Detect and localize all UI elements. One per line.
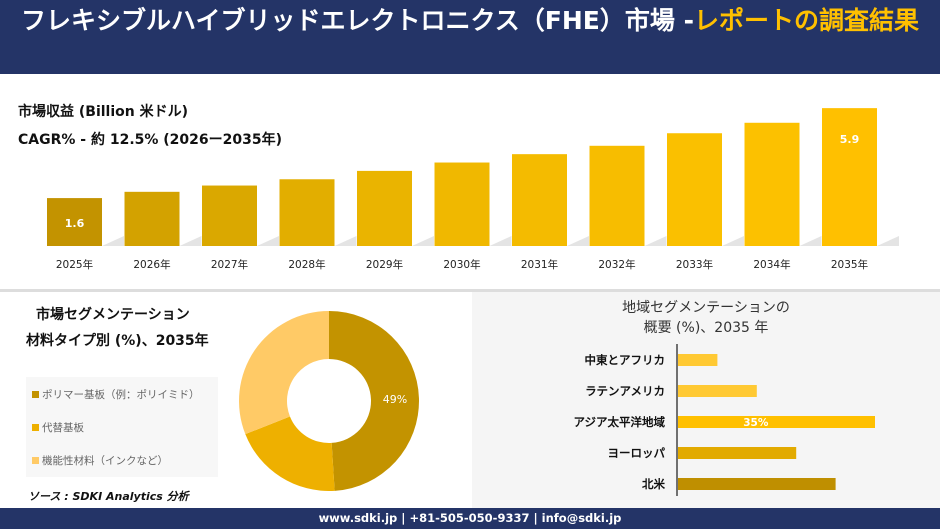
bar-shadow	[102, 236, 124, 246]
bar-data-label: 1.6	[65, 217, 85, 230]
revenue-bar	[512, 154, 567, 246]
bar-shadow	[799, 236, 822, 246]
material-segment-panel: 市場セグメンテーション 材料タイプ別 (%)、2035年 ポリマー基板（例：ポリ…	[0, 292, 470, 508]
legend-swatch	[32, 457, 39, 464]
donut-legend: ポリマー基板（例：ポリイミド） 代替基板機能性材料（インクなど）	[26, 377, 218, 477]
x-tick-label: 2030年	[443, 258, 480, 271]
bar-shadow	[567, 236, 589, 246]
x-tick-label: 2035年	[831, 258, 868, 271]
bar-shadow	[179, 236, 202, 246]
x-tick-label: 2026年	[133, 258, 170, 271]
region-label: 中東とアフリカ	[585, 353, 666, 367]
revenue-bar	[589, 145, 645, 246]
legend-label: ポリマー基板（例：ポリイミド）	[42, 389, 200, 401]
bar-shadow	[877, 236, 899, 246]
revenue-label: 市場収益 (Billion 米ドル)	[18, 104, 188, 120]
x-tick-label: 2025年	[56, 258, 93, 271]
region-bar	[678, 354, 718, 366]
report-header: フレキシブルハイブリッドエレクトロニクス（FHE）市場 -レポートの調査結果	[0, 0, 940, 74]
legend-item: ポリマー基板（例：ポリイミド）	[32, 387, 200, 402]
revenue-bar	[47, 198, 102, 246]
x-tick-label: 2028年	[288, 258, 325, 271]
x-tick-label: 2027年	[211, 258, 248, 271]
title-highlight: レポートの調査結果	[693, 6, 919, 35]
donut-slice	[245, 416, 335, 491]
legend-label: 代替基板	[42, 422, 84, 434]
x-tick-label: 2032年	[598, 258, 635, 271]
bar-shadow	[412, 236, 434, 246]
divider	[0, 289, 940, 292]
region-title: 地域セグメンテーションの	[622, 300, 790, 316]
x-tick-label: 2034年	[753, 258, 790, 271]
revenue-bar	[202, 185, 257, 246]
region-label: ラテンアメリカ	[585, 384, 665, 398]
donut-slice	[329, 311, 420, 491]
footer-contact: www.sdki.jp | +81-505-050-9337 | info@sd…	[0, 508, 940, 529]
bar-shadow	[334, 236, 357, 246]
revenue-bar	[667, 133, 722, 246]
material-donut-chart: 49%	[239, 311, 420, 491]
revenue-bar	[822, 108, 877, 246]
region-label: アジア太平洋地域	[573, 415, 665, 429]
revenue-bar	[357, 170, 412, 246]
revenue-bar	[744, 122, 800, 246]
region-subtitle: 概要 (%)、2035 年	[643, 320, 769, 336]
legend-label: 機能性材料（インクなど）	[42, 455, 168, 467]
region-bar	[678, 478, 836, 490]
revenue-section: 市場収益 (Billion 米ドル) CAGR% - 約 12.5% (2026…	[0, 75, 940, 289]
region-label: 北米	[642, 477, 665, 491]
legend-item: 代替基板	[32, 420, 84, 435]
bar-shadow	[644, 236, 667, 246]
x-tick-label: 2029年	[366, 258, 403, 271]
region-bar	[678, 385, 757, 397]
region-label: ヨーロッパ	[608, 446, 666, 460]
donut-slice	[239, 311, 329, 435]
region-segment-panel: 地域セグメンテーションの 概要 (%)、2035 年 中東とアフリカ ラテンアメリ…	[472, 292, 940, 508]
legend-swatch	[32, 391, 39, 398]
region-bar	[678, 416, 875, 428]
revenue-bar	[279, 179, 335, 246]
revenue-bar-chart: 1.6 2025年 2026年 2027年 2028年 2029年 2030年 2031年 20…	[47, 108, 899, 271]
bar-shadow	[257, 236, 279, 246]
revenue-bar	[124, 191, 180, 246]
bar-shadow	[489, 236, 512, 246]
cagr-label: CAGR% - 約 12.5% (2026ー2035年)	[18, 132, 283, 148]
slice-data-label: 49%	[383, 393, 407, 406]
x-tick-label: 2031年	[521, 258, 558, 271]
segment-title: 市場セグメンテーション	[36, 307, 190, 323]
x-tick-label: 2033年	[676, 258, 713, 271]
region-bar	[678, 447, 797, 459]
title-main: フレキシブルハイブリッドエレクトロニクス（FHE）市場 -	[21, 6, 694, 35]
legend-item: 機能性材料（インクなど）	[32, 453, 168, 468]
bar-data-label: 5.9	[840, 133, 860, 146]
segment-subtitle: 材料タイプ別 (%)、2035年	[26, 333, 209, 349]
bar-data-label: 35%	[743, 417, 769, 429]
legend-swatch	[32, 424, 39, 431]
source-note: ソース : SDKI Analytics 分析	[28, 490, 189, 503]
revenue-bar	[434, 162, 490, 246]
bar-shadow	[722, 236, 744, 246]
